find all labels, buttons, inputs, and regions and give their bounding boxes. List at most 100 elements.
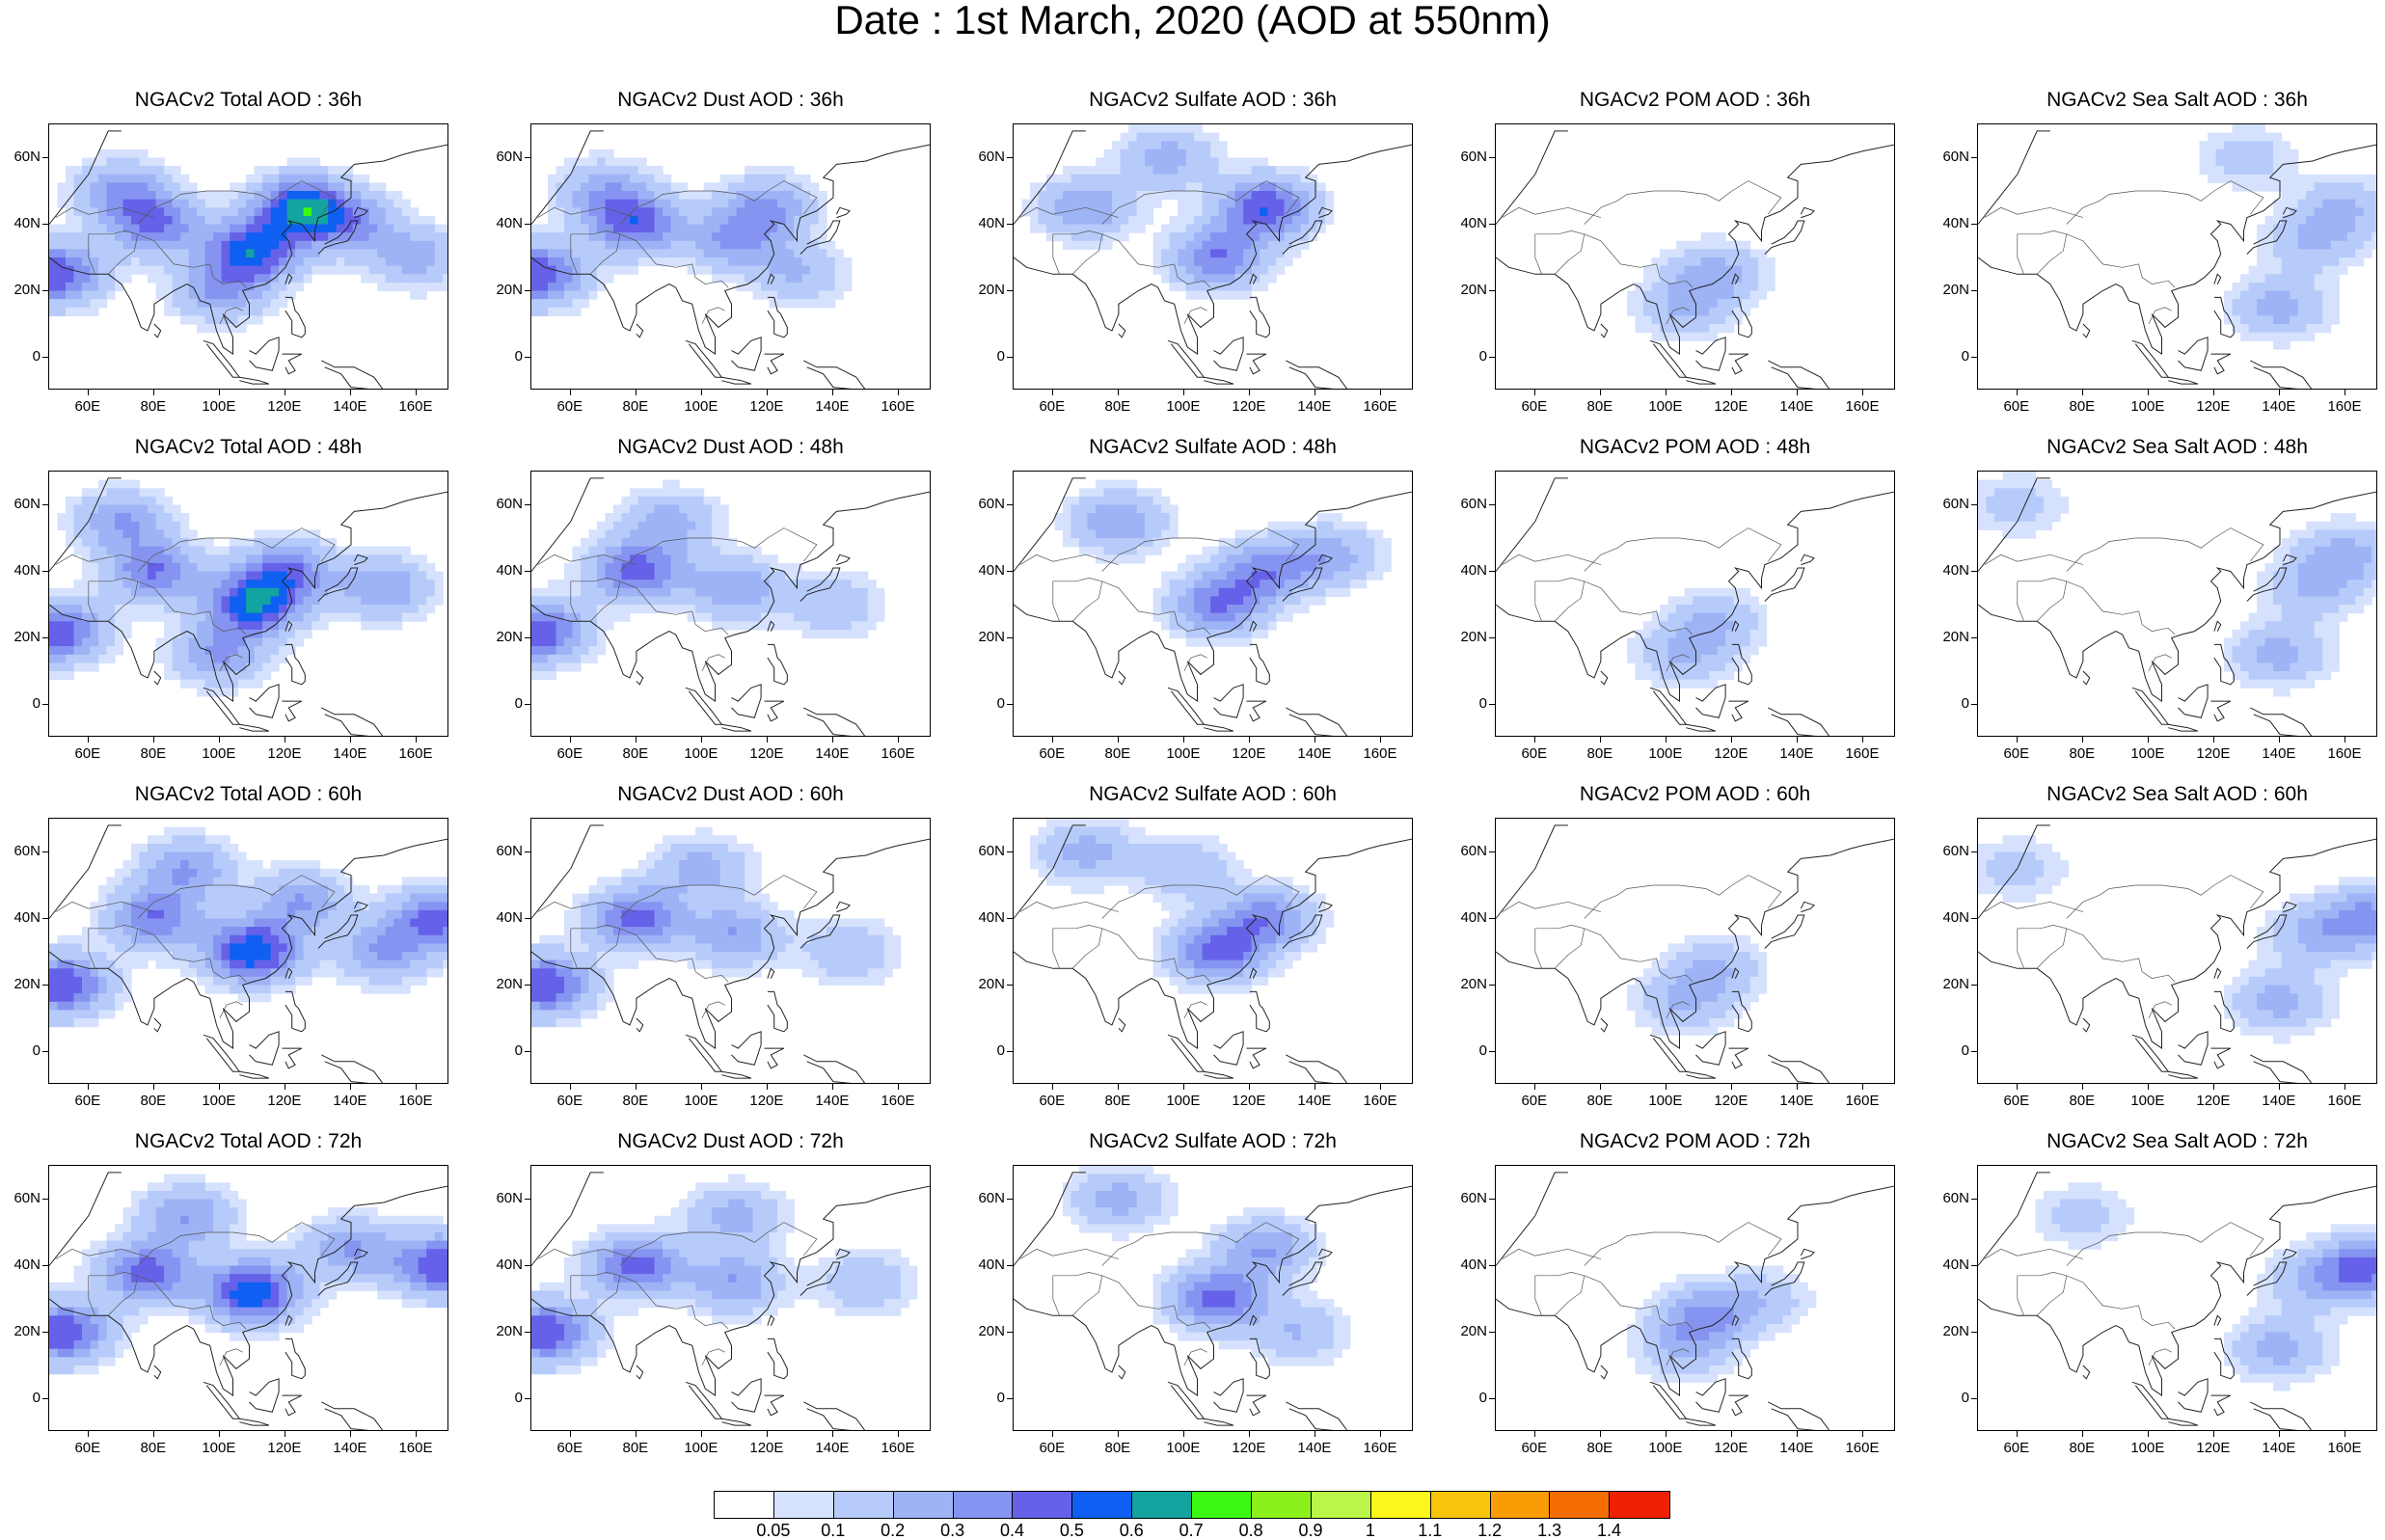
aod-cell (2265, 308, 2274, 316)
aod-cell (115, 522, 123, 530)
aod-cell (2298, 621, 2307, 630)
aod-cell (173, 852, 181, 861)
aod-cell (1178, 158, 1186, 167)
aod-cell (1709, 680, 1718, 689)
aod-cell (704, 505, 713, 514)
aod-cell (704, 613, 713, 622)
aod-cell (91, 216, 99, 225)
x-tick-mark (1183, 737, 1184, 743)
aod-cell (2322, 547, 2331, 555)
aod-cell (156, 554, 165, 563)
aod-cell (189, 274, 198, 283)
aod-cell (745, 266, 753, 275)
aod-cell (589, 588, 598, 597)
aod-cell (287, 158, 296, 167)
aod-cell (2282, 547, 2290, 555)
aod-cell (271, 580, 280, 588)
aod-cell (361, 216, 369, 225)
aod-cell (180, 529, 189, 538)
coastline (637, 671, 643, 685)
aod-cell (728, 274, 737, 283)
aod-cell (255, 680, 263, 689)
coastline (803, 708, 866, 737)
aod-cell (646, 232, 655, 241)
y-tick-label: 60N (966, 149, 1005, 165)
aod-cell (2233, 308, 2241, 316)
aod-cell (2257, 630, 2265, 638)
aod-cell (98, 158, 107, 167)
aod-cell (98, 505, 107, 514)
aod-cell (222, 232, 230, 241)
aod-cell (197, 860, 205, 869)
aod-cell (131, 149, 140, 158)
aod-cell (622, 513, 631, 522)
aod-cell (1145, 158, 1153, 167)
aod-cell (361, 225, 369, 233)
aod-cell (164, 554, 173, 563)
aod-cell (1112, 529, 1121, 538)
aod-cell (1104, 191, 1113, 200)
aod-cell (630, 166, 638, 175)
aod-cell (1128, 513, 1137, 522)
aod-cell (328, 613, 337, 622)
aod-cell (115, 885, 123, 894)
aod-cell (180, 869, 189, 878)
aod-cell (271, 655, 280, 663)
aod-cell (1194, 124, 1203, 133)
aod-cell (180, 671, 189, 680)
aod-cell (156, 655, 165, 663)
aod-cell (1210, 621, 1219, 630)
aod-cell (1104, 522, 1113, 530)
aod-cell (589, 613, 598, 622)
aod-cell (2315, 207, 2323, 216)
aod-cell (304, 885, 312, 894)
aod-cell (2306, 638, 2315, 647)
aod-cell (164, 580, 173, 588)
aod-cell (222, 249, 230, 257)
aod-cell (222, 191, 230, 200)
aod-cell (1643, 308, 1652, 316)
aod-cell (1350, 554, 1359, 563)
aod-cell (98, 291, 107, 300)
aod-cell (1203, 580, 1211, 588)
x-tick-mark (1797, 390, 1798, 395)
aod-cell (556, 200, 565, 208)
aod-cell (573, 299, 582, 308)
aod-cell (205, 200, 214, 208)
aod-cell (548, 216, 556, 225)
aod-cell (180, 877, 189, 885)
aod-cell (2282, 638, 2290, 647)
aod-cell (2298, 529, 2307, 538)
aod-cell (2306, 333, 2315, 341)
aod-cell (1676, 596, 1685, 605)
aod-cell (1178, 596, 1186, 605)
aod-cell (638, 497, 647, 505)
aod-cell (1285, 580, 1293, 588)
aod-cell (1701, 621, 1710, 630)
aod-cell (2306, 680, 2315, 689)
aod-cell (173, 232, 181, 241)
aod-cell (2224, 141, 2233, 149)
aod-cell (1210, 554, 1219, 563)
aod-cell (794, 175, 802, 183)
aod-cell (810, 216, 819, 225)
aod-cell (140, 257, 149, 266)
aod-cell (98, 249, 107, 257)
y-tick-label: 60N (966, 497, 1005, 512)
aod-cell (1685, 613, 1694, 622)
aod-cell (646, 505, 655, 514)
aod-cell (156, 182, 165, 191)
aod-cell (794, 241, 802, 250)
aod-cell (1693, 257, 1701, 266)
aod-cell (58, 630, 67, 638)
aod-cell (646, 241, 655, 250)
aod-cell (107, 894, 116, 903)
aod-cell (140, 225, 149, 233)
aod-cell (1701, 333, 1710, 341)
aod-cell (1096, 505, 1104, 514)
aod-cell (1285, 563, 1293, 572)
aod-cell (66, 655, 74, 663)
aod-cell (279, 596, 287, 605)
aod-cell (328, 225, 337, 233)
aod-cell (835, 630, 844, 638)
